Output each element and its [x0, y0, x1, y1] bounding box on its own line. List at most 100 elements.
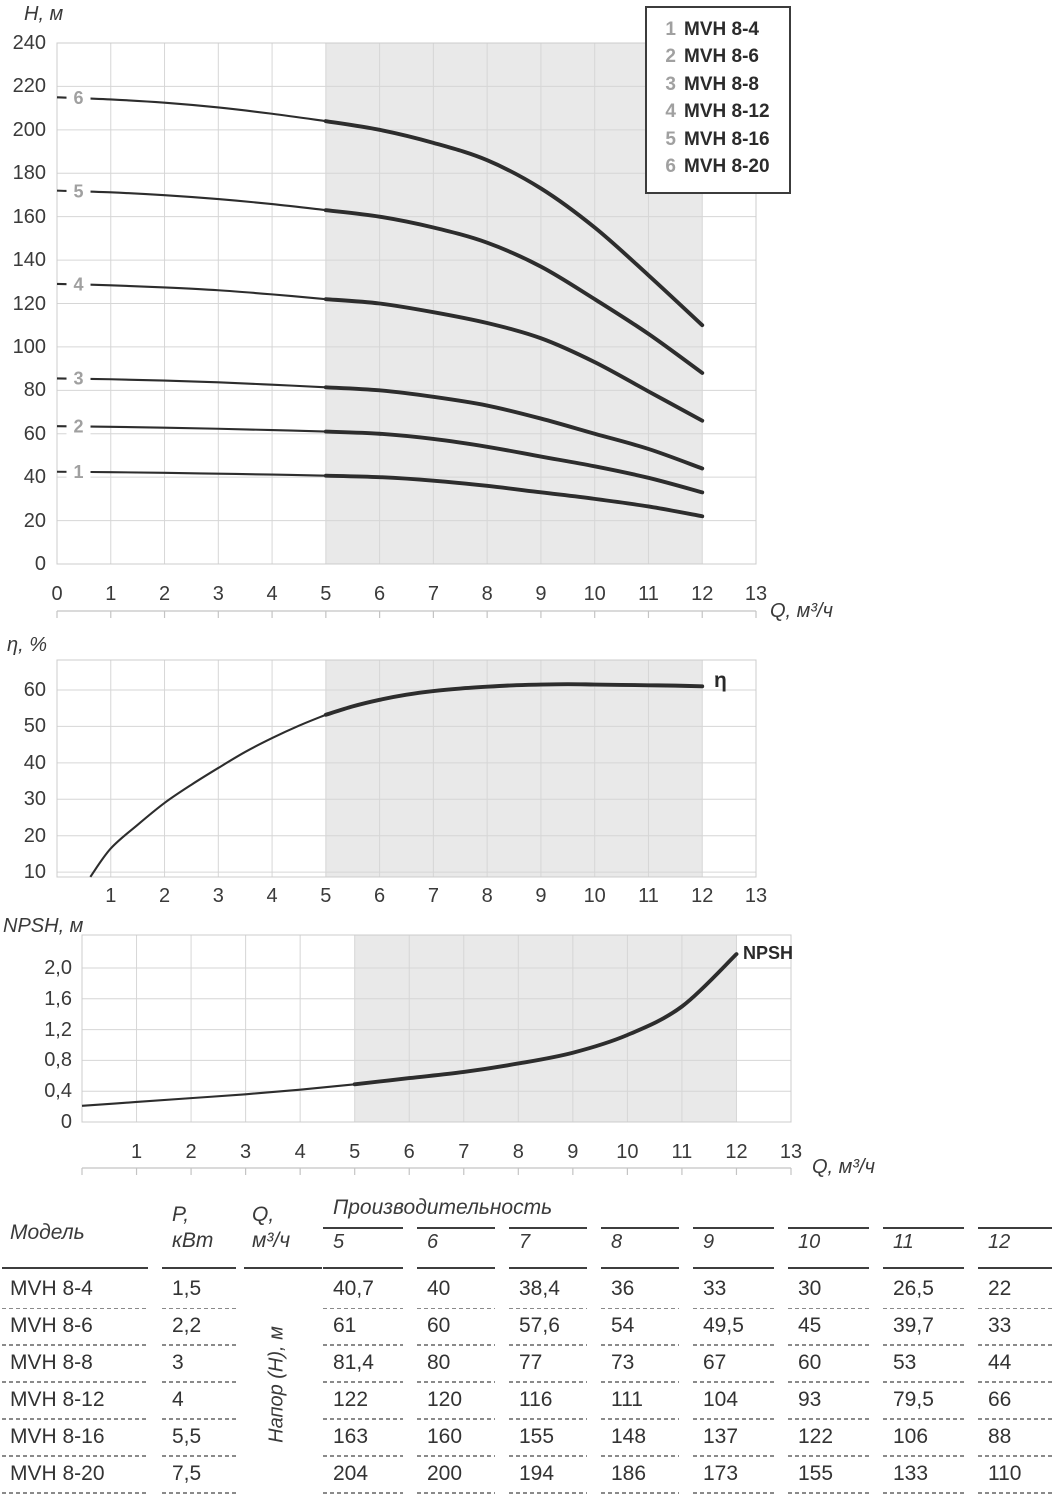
table-row-separator [417, 1307, 495, 1309]
table-row-separator [788, 1381, 869, 1383]
working-range-shade [325, 660, 703, 877]
head-x-tick: 3 [212, 583, 224, 605]
pump-curve-mvh-8-6-thick [323, 429, 705, 495]
npsh-y-axis-title: NPSH, м [3, 915, 84, 937]
head-x-tick: 6 [374, 583, 386, 605]
working-range-shade [354, 935, 737, 1122]
table-row-separator [323, 1307, 403, 1309]
efficiency-curve-thick [323, 682, 705, 717]
table-head-value-cell: 33 [988, 1313, 1012, 1337]
legend-model-label: MVH 8-16 [684, 128, 770, 150]
efficiency-y-tick: 30 [23, 788, 46, 811]
efficiency-y-tick: 60 [23, 678, 46, 701]
head-y-tick: 160 [12, 205, 46, 228]
npsh-x-tick: 8 [512, 1141, 524, 1163]
pump-curve-mvh-8-12-thick [323, 297, 705, 423]
table-row-separator [788, 1307, 869, 1309]
efficiency-x-tick: 5 [320, 885, 332, 907]
efficiency-y-tick: 20 [23, 824, 46, 847]
flow-column-header: 11 [893, 1231, 914, 1253]
table-head-value-cell: 155 [798, 1461, 834, 1485]
table-head-value-cell: 45 [798, 1313, 822, 1337]
table-row-separator [601, 1307, 679, 1309]
table-head-value-cell: 39,7 [893, 1313, 934, 1337]
table-head-value-cell: 194 [519, 1461, 555, 1485]
head-y-tick: 100 [12, 335, 46, 358]
head-x-tick: 1 [105, 583, 117, 605]
table-row-separator [978, 1344, 1052, 1346]
table-row-separator [417, 1418, 495, 1420]
table-head-value-cell: 67 [703, 1350, 727, 1374]
npsh-curve-thin [81, 1083, 355, 1107]
table-row-separator [162, 1307, 236, 1309]
table-header-head-rotated: Напор (H), м [265, 1326, 288, 1443]
table-header-model: Модель [10, 1221, 85, 1244]
efficiency-y-tick: 50 [23, 715, 46, 738]
efficiency-curve-thin [89, 713, 327, 878]
table-row-separator [509, 1455, 587, 1457]
table-head-value-cell: 22 [988, 1277, 1012, 1300]
curve-index-label: 2 [73, 416, 83, 436]
npsh-x-tick: 9 [567, 1141, 579, 1163]
table-head-value-cell: 110 [988, 1461, 1022, 1485]
efficiency-y-axis-title: η, % [7, 634, 47, 656]
table-header-power-2: кВт [172, 1229, 214, 1252]
table-power-cell: 1,5 [172, 1277, 202, 1300]
table-head-value-cell: 57,6 [519, 1313, 560, 1337]
head-y-tick: 140 [12, 249, 46, 272]
table-row-separator [509, 1307, 587, 1309]
table-model-cell: MVH 8-16 [10, 1424, 105, 1448]
table-row-separator [883, 1381, 964, 1383]
table-row-separator [323, 1455, 403, 1457]
table-rule [788, 1227, 869, 1229]
table-rule [601, 1227, 679, 1229]
pump-curve-mvh-8-4-thick [323, 473, 705, 519]
efficiency-x-tick: 11 [638, 885, 659, 907]
curve-index-label: 3 [73, 369, 83, 389]
table-row-separator [601, 1492, 679, 1494]
table-rule [978, 1267, 1052, 1270]
head-x-tick: 4 [266, 583, 278, 605]
head-y-tick: 20 [23, 509, 46, 532]
head-y-tick: 120 [12, 292, 46, 315]
table-row-separator [693, 1307, 774, 1309]
efficiency-y-tick: 10 [23, 861, 46, 884]
table-rule [883, 1267, 964, 1270]
efficiency-x-tick: 12 [691, 885, 714, 907]
table-row-separator [693, 1381, 774, 1383]
pump-curve-mvh-8-16-thin [56, 189, 326, 212]
table-head-value-cell: 80 [427, 1350, 451, 1374]
table-row-separator [417, 1455, 495, 1457]
table-rule [978, 1227, 1052, 1229]
table-row-separator [788, 1344, 869, 1346]
table-row-separator [978, 1381, 1052, 1383]
npsh-y-tick: 0,4 [44, 1080, 72, 1103]
table-row-separator [162, 1344, 236, 1346]
efficiency-x-tick: 9 [535, 885, 547, 907]
table-row-separator [162, 1492, 236, 1494]
table-power-cell: 4 [172, 1387, 184, 1411]
table-row-separator [323, 1344, 403, 1346]
efficiency-x-tick: 7 [427, 885, 439, 907]
npsh-x-tick: 10 [616, 1141, 639, 1163]
npsh-chart [81, 934, 792, 1175]
table-row-separator [323, 1492, 403, 1494]
npsh-x-tick: 13 [779, 1141, 803, 1163]
head-y-tick: 220 [12, 75, 46, 98]
npsh-x-tick: 2 [185, 1141, 197, 1163]
table-header-power-1: P, [172, 1203, 190, 1226]
table-rule [2, 1267, 148, 1270]
head-x-tick: 2 [158, 583, 171, 605]
table-model-cell: MVH 8-6 [10, 1313, 93, 1337]
head-x-tick: 8 [481, 583, 493, 605]
table-rule [162, 1267, 236, 1270]
table-head-value-cell: 61 [333, 1313, 357, 1337]
table-row-separator [693, 1455, 774, 1457]
legend-row: 3 MVH 8-8 [660, 74, 789, 101]
legend-row: 5 MVH 8-16 [660, 129, 789, 156]
table-row-separator [978, 1455, 1052, 1457]
table-head-value-cell: 148 [611, 1424, 647, 1448]
efficiency-chart [56, 659, 757, 878]
table-row-separator [417, 1492, 495, 1494]
